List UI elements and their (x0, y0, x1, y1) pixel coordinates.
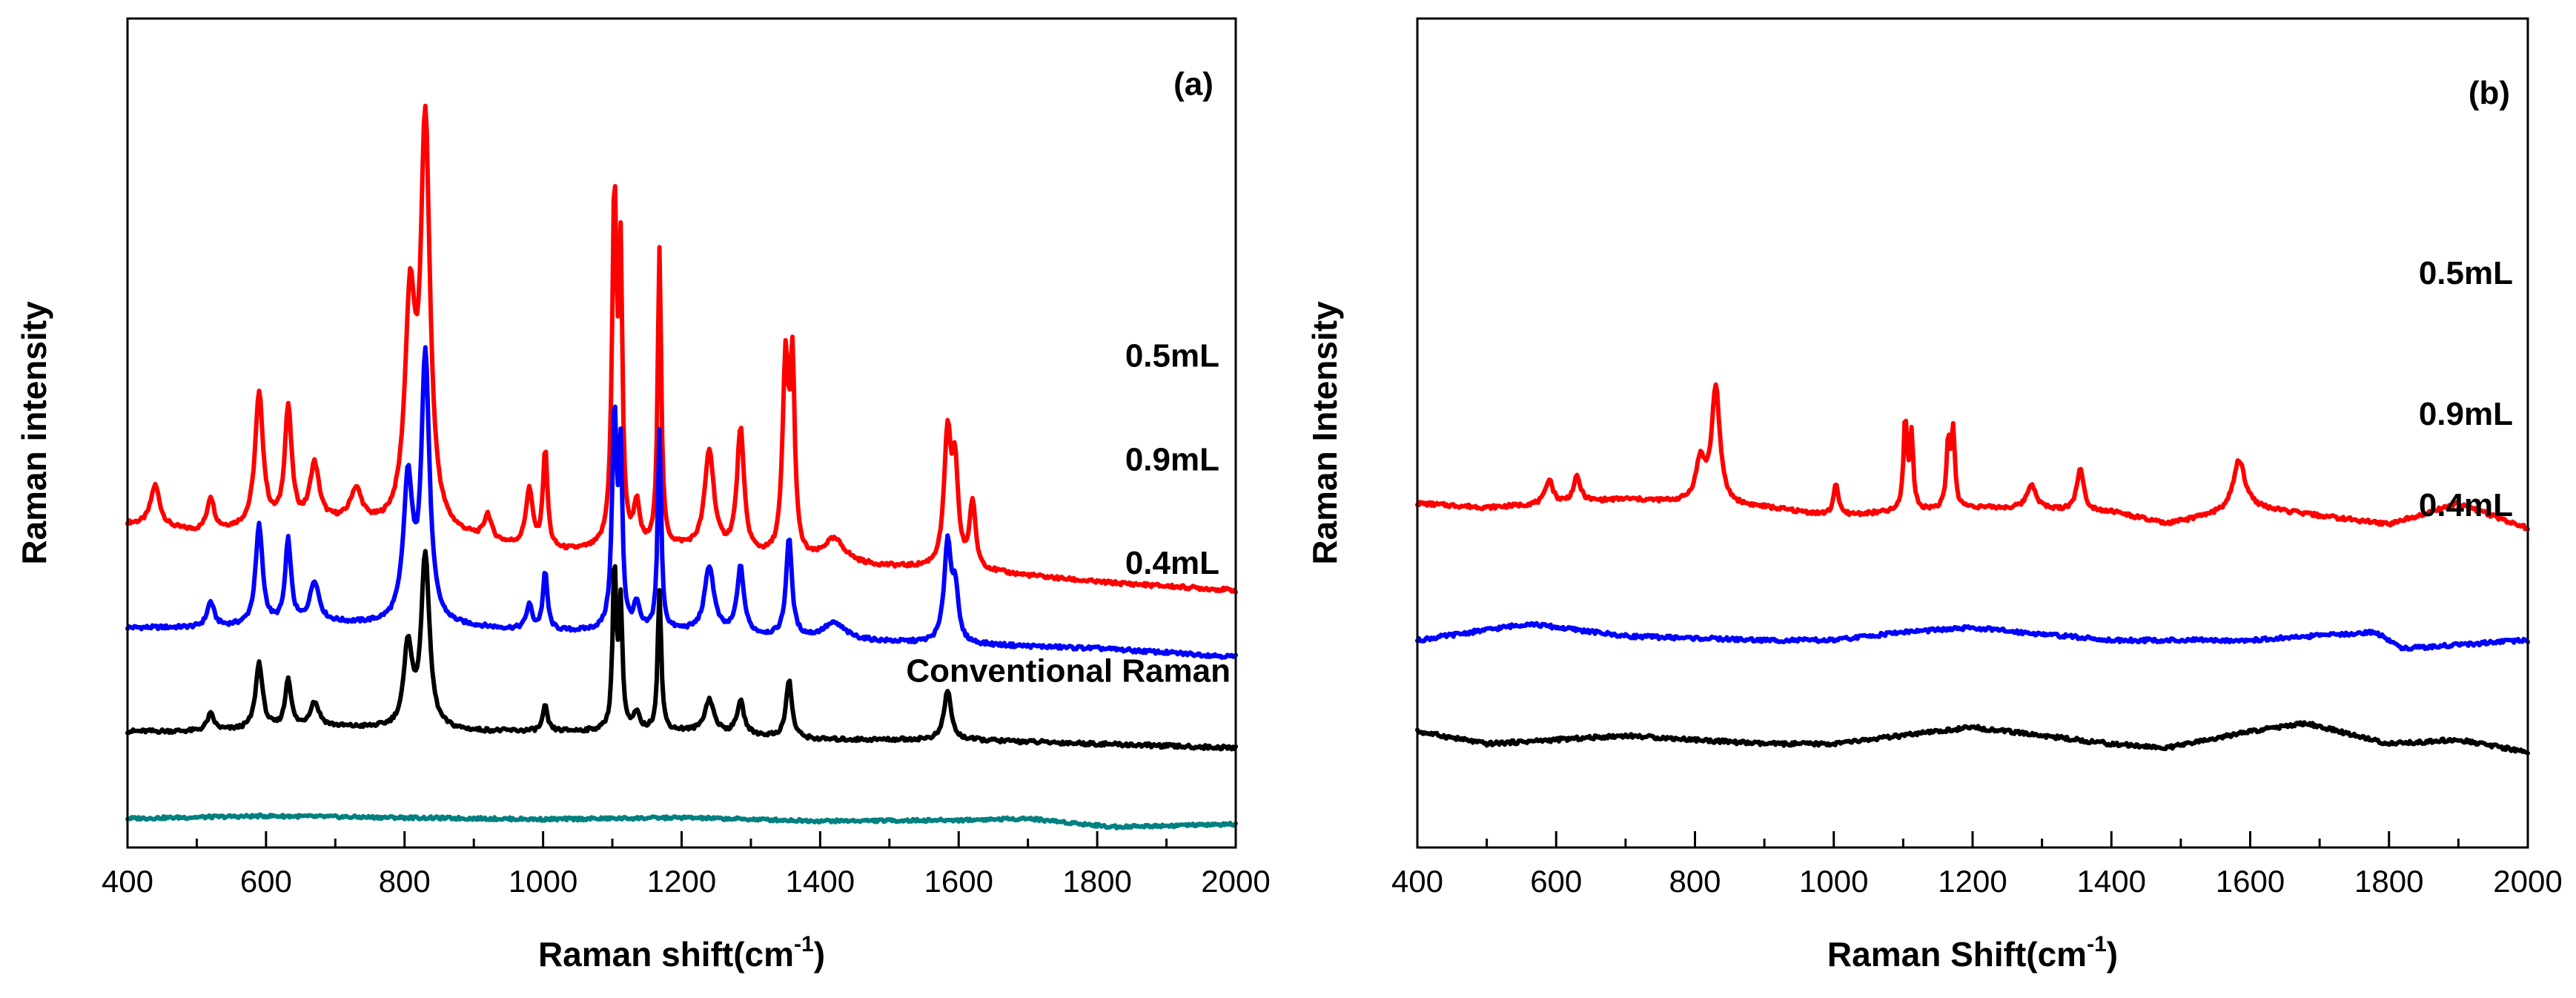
x-axis-title: Raman shift(cm-1) (538, 932, 825, 974)
x-tick-label: 2000 (2493, 864, 2562, 899)
x-tick-label: 1600 (2216, 864, 2285, 899)
x-tick-label: 600 (1530, 864, 1582, 899)
x-tick-label: 400 (1391, 864, 1443, 899)
series-line-0-9ml (125, 345, 1238, 661)
series-line-0-5ml (1415, 382, 2530, 532)
series-line-0-9ml (1415, 621, 2530, 652)
plot-frame (126, 17, 1237, 849)
y-axis-title: Raman intensity (15, 301, 53, 565)
x-tick-label: 1200 (647, 864, 716, 899)
x-tick-label: 400 (102, 864, 153, 899)
panel-b: 400 600 800 1000 1200 1400 1600 1800 2000 Raman S… (1305, 17, 2563, 974)
x-tick-label: 2000 (1201, 864, 1270, 899)
x-tick-label: 1600 (924, 864, 993, 899)
x-tick-label: 1800 (1062, 864, 1131, 899)
series-line-conventional-raman (125, 812, 1238, 830)
x-tick-label: 800 (379, 864, 431, 899)
x-tick-label: 1200 (1938, 864, 2007, 899)
series-line-0-4ml (125, 549, 1238, 752)
series-label: 0.5mL (1125, 338, 1219, 374)
x-tick-label: 1400 (2077, 864, 2146, 899)
x-tick-label: 800 (1669, 864, 1721, 899)
plot-frame (1416, 17, 2529, 849)
x-tick-label: 1800 (2354, 864, 2423, 899)
panel-label: (a) (1173, 66, 1213, 102)
x-axis-title: Raman Shift(cm-1) (1827, 932, 2118, 974)
x-tick-label: 1000 (1799, 864, 1868, 899)
series-label: 0.9mL (2419, 396, 2513, 432)
x-tick-label: 1000 (509, 864, 577, 899)
x-tick-label: 1400 (786, 864, 855, 899)
series-label: 0.5mL (2419, 255, 2513, 291)
series-label: 0.4mL (1125, 545, 1219, 581)
panel-label: (b) (2469, 75, 2510, 111)
y-axis-title: Raman Intensity (1305, 301, 1344, 565)
panel-a: 400 600 800 1000 1200 1400 1600 1800 2000 Raman s… (15, 17, 1271, 974)
series-label: 0.4mL (2419, 487, 2513, 523)
series-line-0-5ml (125, 103, 1238, 595)
series-label: 0.9mL (1125, 441, 1219, 477)
series-label: Conventional Raman (906, 652, 1231, 689)
series-line-0-4ml (1415, 720, 2530, 756)
x-tick-label: 600 (240, 864, 292, 899)
